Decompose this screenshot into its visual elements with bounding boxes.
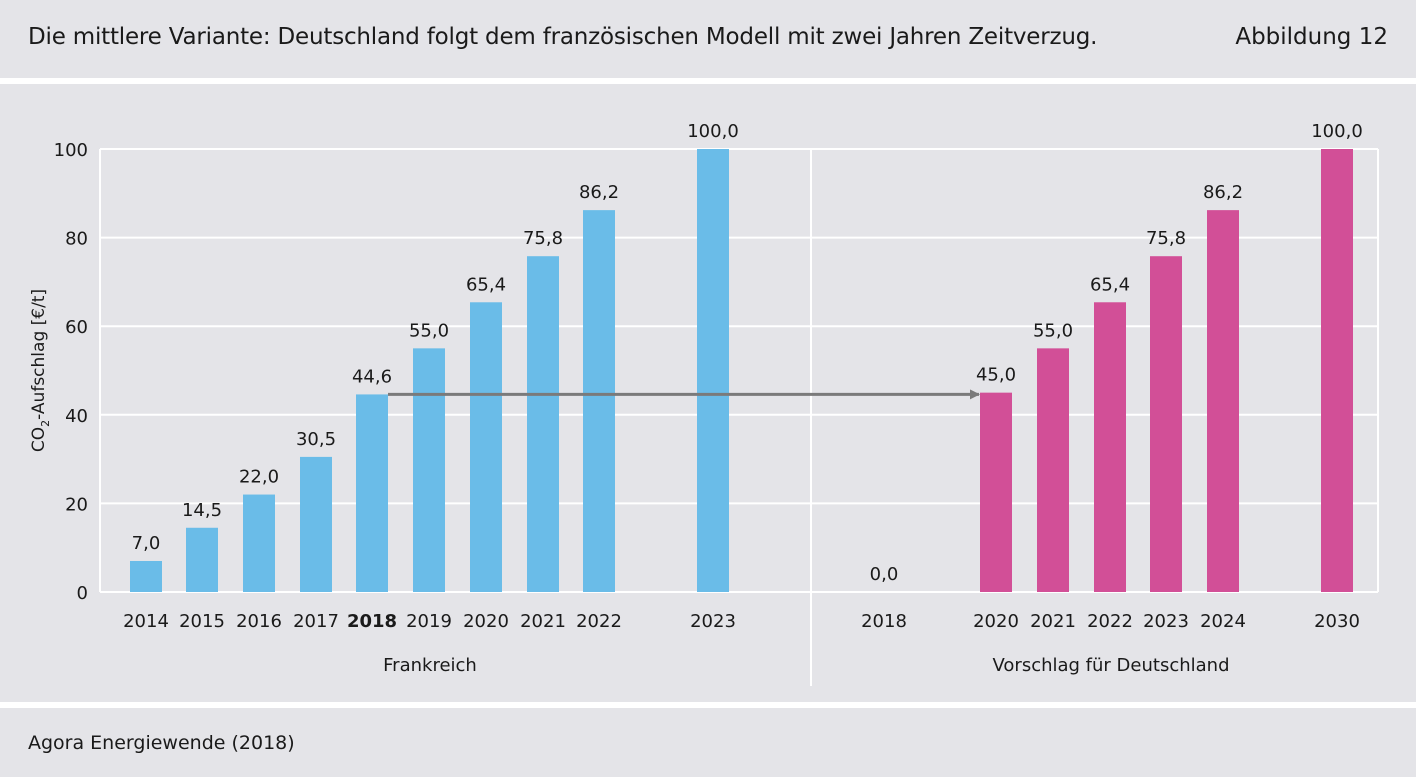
bar-frankreich-2017 <box>300 456 332 592</box>
x-tick-label-frankreich-2023: 2023 <box>690 611 736 632</box>
bar-deutschland-2030 <box>1321 149 1353 592</box>
bar-frankreich-2020 <box>470 302 502 592</box>
x-tick-label-deutschland-2020: 2020 <box>973 611 1019 632</box>
group-label-frankreich: Frankreich <box>383 655 477 676</box>
data-label-frankreich-2014: 7,0 <box>132 533 161 554</box>
figure-label: Abbildung 12 <box>1235 24 1388 50</box>
data-label-deutschland-2020: 45,0 <box>976 365 1016 386</box>
header-panel: Die mittlere Variante: Deutschland folgt… <box>0 0 1416 78</box>
x-tick-label-frankreich-2020: 2020 <box>463 611 509 632</box>
bar-frankreich-2014 <box>130 560 162 592</box>
data-label-deutschland-2023: 75,8 <box>1146 228 1186 249</box>
bar-chart: 0 20 40 60 80 100 CO2-Aufschlag [€/t] 7,0 2014 14… <box>29 121 1379 686</box>
x-tick-label-frankreich-2016: 2016 <box>236 611 282 632</box>
data-label-frankreich-2020: 65,4 <box>466 274 506 295</box>
data-label-frankreich-2023: 100,0 <box>687 121 739 142</box>
bar-frankreich-2018 <box>356 394 388 592</box>
data-label-frankreich-2018: 44,6 <box>352 366 392 387</box>
x-tick-label-frankreich-2018: 2018 <box>347 611 397 632</box>
bar-frankreich-2016 <box>243 494 275 592</box>
data-label-frankreich-2019: 55,0 <box>409 320 449 341</box>
data-label-frankreich-2015: 14,5 <box>182 500 222 521</box>
x-tick-label-deutschland-2022: 2022 <box>1087 611 1133 632</box>
y-tick-label: 60 <box>65 317 88 338</box>
data-label-frankreich-2017: 30,5 <box>296 429 336 450</box>
y-tick-label: 40 <box>65 406 88 427</box>
bar-frankreich-2023 <box>697 149 729 592</box>
group-label-deutschland: Vorschlag für Deutschland <box>992 655 1229 676</box>
x-tick-label-frankreich-2014: 2014 <box>123 611 169 632</box>
bar-deutschland-2023 <box>1150 256 1182 592</box>
x-tick-label-deutschland-2024: 2024 <box>1200 611 1246 632</box>
y-tick-label: 0 <box>77 583 88 604</box>
x-tick-label-deutschland-2030: 2030 <box>1314 611 1360 632</box>
data-label-deutschland-2021: 55,0 <box>1033 320 1073 341</box>
bar-deutschland-2020 <box>980 392 1012 592</box>
data-label-deutschland-2018: 0,0 <box>870 564 899 585</box>
x-tick-label-frankreich-2015: 2015 <box>179 611 225 632</box>
y-axis-title: CO2-Aufschlag [€/t] <box>29 289 52 452</box>
data-label-deutschland-2022: 65,4 <box>1090 274 1130 295</box>
bar-deutschland-2022 <box>1094 302 1126 592</box>
footer-panel: Agora Energiewende (2018) <box>0 708 1416 777</box>
chart-title: Die mittlere Variante: Deutschland folgt… <box>28 24 1098 50</box>
x-tick-label-deutschland-2021: 2021 <box>1030 611 1076 632</box>
bar-frankreich-2021 <box>527 256 559 592</box>
source-note: Agora Energiewende (2018) <box>28 732 295 754</box>
x-tick-label-frankreich-2022: 2022 <box>576 611 622 632</box>
x-tick-label-deutschland-2018: 2018 <box>861 611 907 632</box>
data-label-frankreich-2016: 22,0 <box>239 467 279 488</box>
data-label-frankreich-2021: 75,8 <box>523 228 563 249</box>
x-tick-label-deutschland-2023: 2023 <box>1143 611 1189 632</box>
x-tick-label-frankreich-2021: 2021 <box>520 611 566 632</box>
x-tick-label-frankreich-2019: 2019 <box>406 611 452 632</box>
bar-deutschland-2024 <box>1207 210 1239 592</box>
chart-panel: 0 20 40 60 80 100 CO2-Aufschlag [€/t] 7,0 2014 14… <box>0 84 1416 702</box>
x-tick-label-frankreich-2017: 2017 <box>293 611 339 632</box>
bar-frankreich-2019 <box>413 348 445 592</box>
y-tick-label: 100 <box>54 140 88 161</box>
data-label-deutschland-2024: 86,2 <box>1203 182 1243 203</box>
bar-deutschland-2021 <box>1037 348 1069 592</box>
bar-frankreich-2015 <box>186 527 218 592</box>
bar-frankreich-2022 <box>583 210 615 592</box>
data-label-deutschland-2030: 100,0 <box>1311 121 1363 142</box>
y-tick-label: 20 <box>65 494 88 515</box>
y-tick-label: 80 <box>65 229 88 250</box>
data-label-frankreich-2022: 86,2 <box>579 182 619 203</box>
